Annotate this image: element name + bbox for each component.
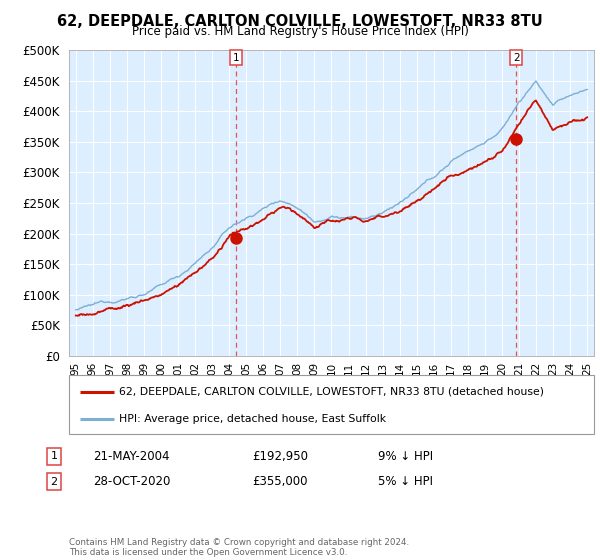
Text: 2: 2 [50,477,58,487]
Text: HPI: Average price, detached house, East Suffolk: HPI: Average price, detached house, East… [119,414,386,424]
Text: 1: 1 [232,53,239,63]
Text: 2: 2 [513,53,520,63]
Text: 62, DEEPDALE, CARLTON COLVILLE, LOWESTOFT, NR33 8TU (detached house): 62, DEEPDALE, CARLTON COLVILLE, LOWESTOF… [119,386,544,396]
Text: 21-MAY-2004: 21-MAY-2004 [93,450,170,463]
Text: £192,950: £192,950 [252,450,308,463]
Text: £355,000: £355,000 [252,475,308,488]
Text: Price paid vs. HM Land Registry's House Price Index (HPI): Price paid vs. HM Land Registry's House … [131,25,469,38]
Text: 62, DEEPDALE, CARLTON COLVILLE, LOWESTOFT, NR33 8TU: 62, DEEPDALE, CARLTON COLVILLE, LOWESTOF… [57,14,543,29]
Text: 1: 1 [50,451,58,461]
Text: Contains HM Land Registry data © Crown copyright and database right 2024.
This d: Contains HM Land Registry data © Crown c… [69,538,409,557]
Text: 28-OCT-2020: 28-OCT-2020 [93,475,170,488]
Text: 9% ↓ HPI: 9% ↓ HPI [378,450,433,463]
Text: 5% ↓ HPI: 5% ↓ HPI [378,475,433,488]
